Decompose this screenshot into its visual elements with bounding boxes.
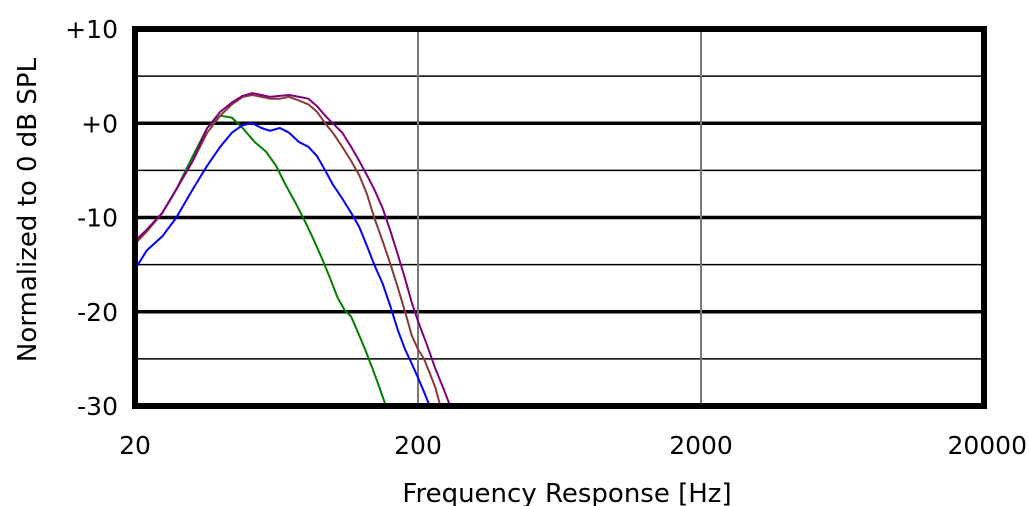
x-tick-label: 20 <box>119 431 151 460</box>
x-tick-label: 20000 <box>947 431 1027 460</box>
y-tick-label: -20 <box>77 298 118 327</box>
x-tick-label: 200 <box>394 431 442 460</box>
y-tick-label: +10 <box>65 15 118 44</box>
series-line-1 <box>134 114 387 407</box>
grid-lines <box>135 29 984 406</box>
y-tick-label: +0 <box>81 109 118 138</box>
x-axis-label: Frequency Response [Hz] <box>402 479 731 506</box>
series-line-2 <box>134 122 431 407</box>
series-lines <box>134 92 452 407</box>
x-tick-label: 2000 <box>669 431 733 460</box>
plot-frame <box>132 26 987 409</box>
series-line-4 <box>134 92 452 407</box>
y-axis-label: Normalized to 0 dB SPL <box>13 57 43 362</box>
y-tick-label: -30 <box>77 392 118 421</box>
x-tick-labels: 20 200 2000 20000 <box>119 431 1027 460</box>
series-line-3 <box>134 94 442 407</box>
y-tick-label: -10 <box>77 204 118 233</box>
y-tick-labels: +10 +0 -10 -20 -30 <box>65 15 118 421</box>
